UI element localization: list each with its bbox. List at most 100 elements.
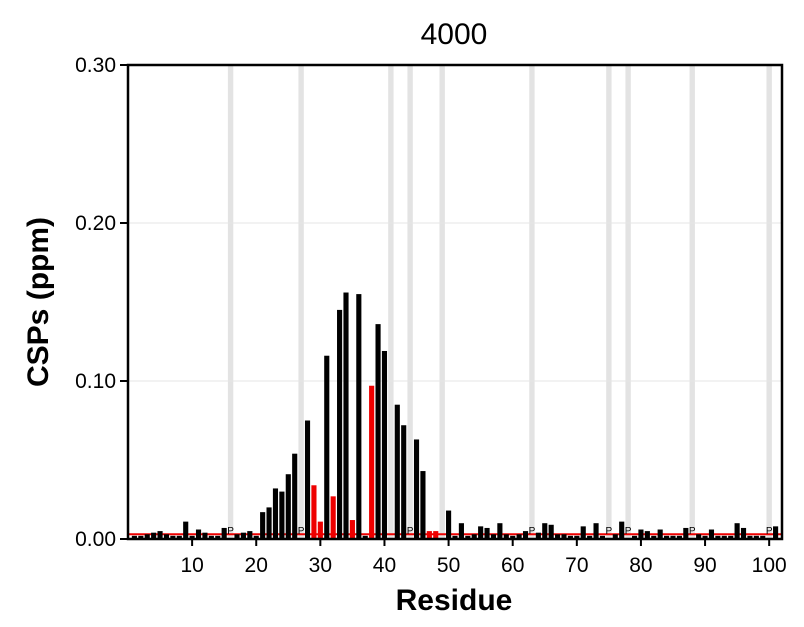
bar: [221, 527, 227, 539]
bar: [234, 534, 240, 539]
bar: [394, 404, 400, 539]
bar: [721, 535, 727, 539]
bar: [170, 535, 176, 539]
bar: [676, 535, 682, 539]
bar: [631, 535, 638, 539]
gridlines: [128, 222, 782, 382]
bar: [215, 535, 221, 539]
bar: [163, 534, 170, 539]
bar: [465, 535, 471, 539]
bar: [484, 527, 490, 539]
bar: [176, 535, 182, 539]
bar: [285, 474, 291, 539]
bar: [522, 531, 529, 539]
bar: [567, 535, 573, 539]
bar: [458, 523, 464, 539]
bar: [593, 523, 599, 539]
proline-label: P: [606, 526, 613, 537]
bar: [638, 529, 644, 539]
bar: [542, 523, 548, 539]
bar: [272, 488, 279, 539]
proline-label: P: [689, 526, 696, 537]
y-axis-ticks: 0.00 0.10 0.20 0.30: [75, 54, 128, 551]
proline-label: P: [766, 526, 773, 537]
x-tick-label: 90: [693, 554, 716, 577]
bar: [433, 531, 439, 539]
bar: [292, 453, 298, 539]
bar: [369, 385, 375, 539]
bar: [619, 521, 625, 539]
bar: [362, 535, 368, 539]
bar: [343, 292, 349, 539]
bar: [747, 535, 753, 539]
bar: [651, 535, 657, 539]
shade-band: [529, 65, 535, 539]
x-tick-label: 60: [501, 554, 524, 577]
bar: [324, 355, 330, 539]
bar: [349, 520, 355, 539]
bar: [696, 534, 702, 539]
bar: [670, 535, 676, 539]
shade-band: [439, 65, 445, 539]
bar: [503, 534, 509, 539]
bar: [202, 532, 208, 539]
bar: [240, 532, 246, 539]
missing-residue-bands: [227, 65, 772, 539]
bar: [311, 485, 317, 539]
bar: [734, 523, 740, 539]
x-tick-label: 100: [752, 554, 787, 577]
bar: [151, 532, 157, 539]
bar: [208, 535, 214, 539]
bar: [497, 523, 503, 539]
bar: [664, 535, 670, 539]
bar: [337, 309, 343, 539]
x-tick-label: 70: [565, 554, 588, 577]
bar: [683, 527, 689, 539]
x-tick-label: 20: [245, 554, 268, 577]
bar: [715, 535, 721, 539]
shade-band: [298, 65, 304, 539]
bar: [131, 535, 137, 539]
bar: [587, 535, 593, 539]
bar: [644, 531, 650, 539]
bar: [279, 491, 285, 539]
shade-band: [689, 65, 695, 539]
y-tick-label: 0.10: [75, 370, 116, 393]
x-tick-label: 10: [180, 554, 203, 577]
proline-label: P: [298, 526, 305, 537]
bar: [510, 535, 516, 539]
bar: [516, 534, 522, 539]
bar: [612, 534, 618, 539]
bar: [773, 526, 779, 539]
bar: [330, 496, 336, 539]
bar: [138, 535, 144, 539]
shade-band: [606, 65, 612, 539]
y-tick-label: 0.20: [75, 212, 116, 235]
bar: [599, 535, 606, 539]
bar: [446, 510, 452, 539]
y-tick-label: 0.00: [75, 528, 116, 551]
bar: [144, 534, 150, 539]
bar: [247, 531, 253, 539]
bar: [420, 471, 426, 539]
bar: [760, 535, 766, 539]
proline-label: P: [529, 526, 536, 537]
proline-label: P: [227, 526, 234, 537]
x-axis-label: Residue: [396, 584, 513, 617]
bars: [131, 292, 779, 539]
bar: [535, 532, 541, 539]
y-tick-label: 0.30: [75, 54, 116, 77]
x-tick-label: 30: [309, 554, 332, 577]
bar: [753, 535, 759, 539]
bar: [728, 535, 734, 539]
bar: [740, 527, 747, 539]
bar: [561, 534, 567, 539]
bar: [183, 521, 189, 539]
bar: [490, 534, 497, 539]
bar: [195, 529, 202, 539]
bar: [580, 526, 586, 539]
bar: [574, 535, 580, 539]
bar: [157, 531, 163, 539]
y-axis-label: CSPs (ppm): [22, 217, 55, 387]
